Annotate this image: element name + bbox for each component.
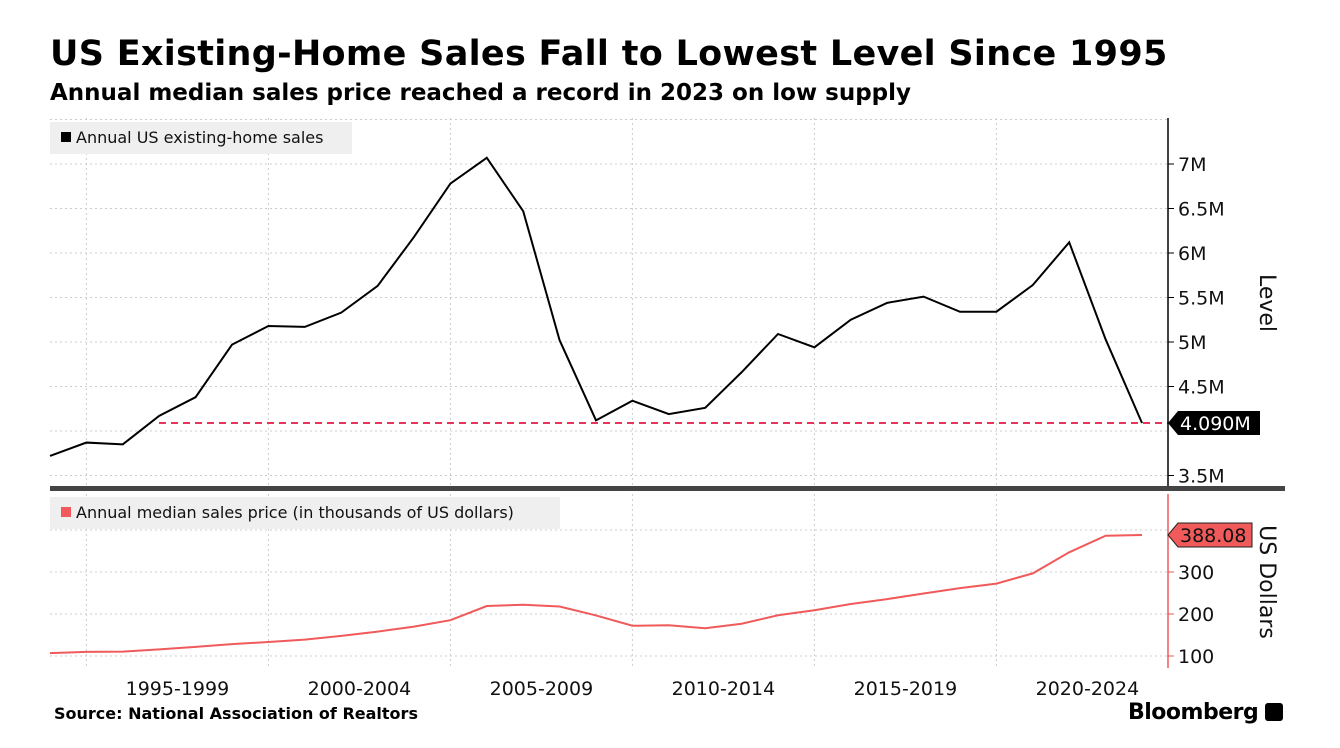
chart-subtitle: Annual median sales price reached a reco…	[50, 80, 912, 106]
legend-label-sales: Annual US existing-home sales	[76, 128, 323, 147]
y-tick-label: 7M	[1178, 154, 1206, 176]
last-value-label-price: 388.08	[1180, 525, 1246, 547]
legend-label-price: Annual median sales price (in thousands …	[76, 503, 514, 522]
x-tick-label: 1995-1999	[126, 678, 230, 700]
x-tick-label: 2005-2009	[490, 678, 594, 700]
y-tick-label: 4.5M	[1178, 377, 1225, 399]
logo-text: Bloomberg	[1128, 700, 1259, 725]
y-tick-label: 6M	[1178, 243, 1206, 265]
x-tick-label: 2010-2014	[672, 678, 776, 700]
y-tick-label: 200	[1178, 604, 1214, 626]
y-tick-label: 3.5M	[1178, 466, 1225, 488]
last-value-tag-price	[1167, 522, 1253, 548]
y-axis-title-price: US Dollars	[1254, 525, 1279, 639]
last-value-label-sales: 4.090M	[1180, 413, 1251, 435]
bloomberg-logo: Bloomberg	[1128, 700, 1284, 725]
price-line	[49, 534, 1143, 655]
source-note: Source: National Association of Realtors	[54, 704, 418, 723]
y-tick-label: 300	[1178, 562, 1214, 584]
y-axis-title-sales: Level	[1254, 274, 1279, 332]
x-tick-label: 2015-2019	[854, 678, 958, 700]
x-tick-label: 2020-2024	[1036, 678, 1140, 700]
sales-line	[49, 156, 1143, 457]
y-tick-label: 5.5M	[1178, 288, 1225, 310]
panel-divider	[50, 486, 1285, 491]
y-tick-label: 5M	[1178, 332, 1206, 354]
x-tick-label: 2000-2004	[308, 678, 412, 700]
logo-icon	[1265, 703, 1284, 721]
chart-title: US Existing-Home Sales Fall to Lowest Le…	[50, 34, 1168, 74]
legend-background	[50, 122, 352, 154]
legend-swatch-price	[61, 507, 71, 517]
legend-background	[50, 497, 560, 529]
y-tick-label: 100	[1178, 646, 1214, 668]
y-tick-label: 6.5M	[1178, 199, 1225, 221]
last-value-tag-sales	[1168, 410, 1260, 435]
legend-swatch-sales	[61, 132, 71, 142]
